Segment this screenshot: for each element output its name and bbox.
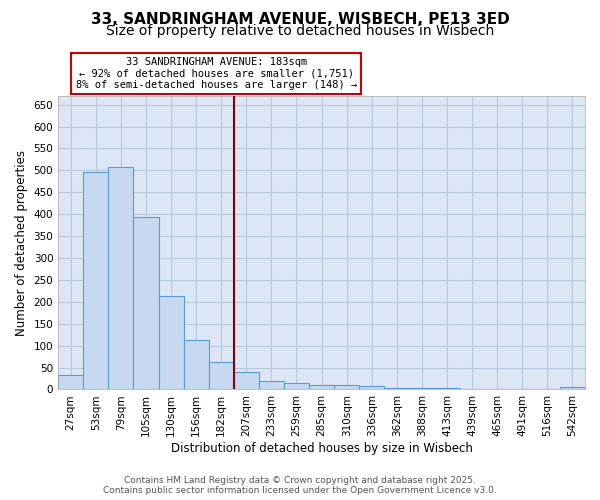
Text: Size of property relative to detached houses in Wisbech: Size of property relative to detached ho… — [106, 24, 494, 38]
Y-axis label: Number of detached properties: Number of detached properties — [15, 150, 28, 336]
Bar — [259, 380, 284, 390]
Bar — [409, 388, 434, 390]
Bar — [560, 388, 585, 390]
Text: 33 SANDRINGHAM AVENUE: 183sqm
← 92% of detached houses are smaller (1,751)
8% of: 33 SANDRINGHAM AVENUE: 183sqm ← 92% of d… — [76, 57, 357, 90]
Bar — [58, 375, 83, 390]
X-axis label: Distribution of detached houses by size in Wisbech: Distribution of detached houses by size … — [170, 442, 473, 455]
Bar — [158, 296, 184, 390]
Bar — [234, 372, 259, 390]
Bar — [309, 385, 334, 390]
Bar — [359, 386, 385, 390]
Bar — [385, 388, 409, 390]
Text: 33, SANDRINGHAM AVENUE, WISBECH, PE13 3ED: 33, SANDRINGHAM AVENUE, WISBECH, PE13 3E… — [91, 12, 509, 28]
Bar — [133, 218, 158, 390]
Bar — [284, 383, 309, 390]
Bar — [334, 385, 359, 390]
Bar — [434, 388, 460, 390]
Bar — [184, 340, 209, 390]
Text: Contains HM Land Registry data © Crown copyright and database right 2025.
Contai: Contains HM Land Registry data © Crown c… — [103, 476, 497, 495]
Bar — [83, 172, 109, 390]
Bar — [209, 362, 234, 390]
Bar — [109, 168, 133, 390]
